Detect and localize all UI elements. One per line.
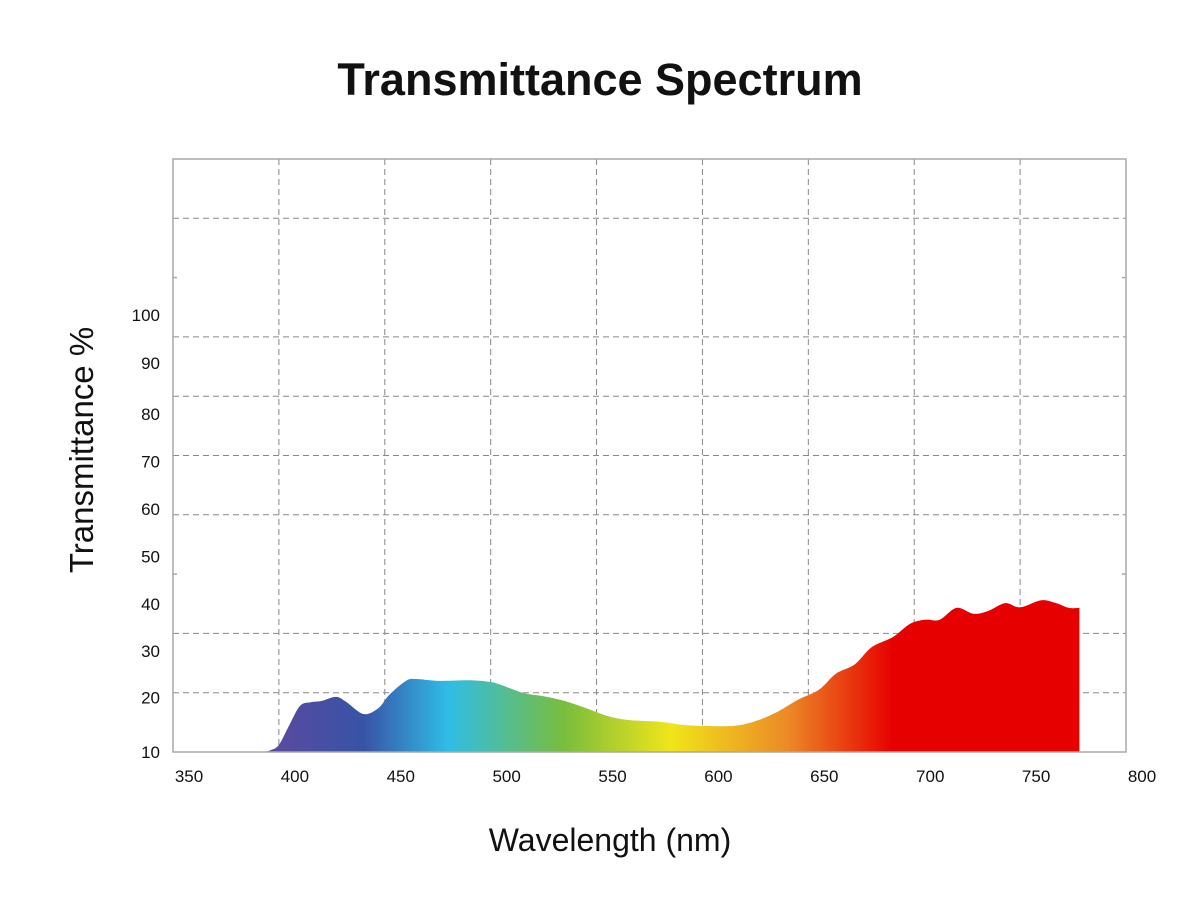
y-tick-label: 90 [141,354,160,373]
x-tick-label: 750 [1022,767,1050,786]
x-tick-label: 550 [598,767,626,786]
y-tick-label: 60 [141,500,160,519]
x-tick-label: 400 [281,767,309,786]
y-tick-label: 40 [141,595,160,614]
y-tick-label: 50 [141,547,160,566]
chart-title: Transmittance Spectrum [337,54,863,105]
y-tick-labels: 10 20 30 40 50 60 70 80 90 100 [132,306,160,762]
x-tick-label: 500 [492,767,520,786]
plot-frame [172,158,1127,753]
y-tick-label: 70 [141,452,160,471]
x-tick-label: 800 [1128,767,1156,786]
x-tick-labels: 350 400 450 500 550 600 650 700 750 800 [175,767,1156,786]
x-tick-label: 650 [810,767,838,786]
y-tick-label: 20 [141,688,160,707]
x-axis-label: Wavelength (nm) [488,822,732,858]
area-layer [264,600,1080,752]
x-tick-label: 600 [704,767,732,786]
y-tick-label: 30 [141,642,160,661]
x-tick-label: 350 [175,767,203,786]
frame-layer [172,158,1127,753]
transmittance-area [264,600,1080,752]
y-tick-label: 80 [141,405,160,424]
y-tick-label: 100 [132,306,160,325]
y-tick-label: 10 [141,743,160,762]
x-tick-label: 450 [387,767,415,786]
x-tick-label: 700 [916,767,944,786]
